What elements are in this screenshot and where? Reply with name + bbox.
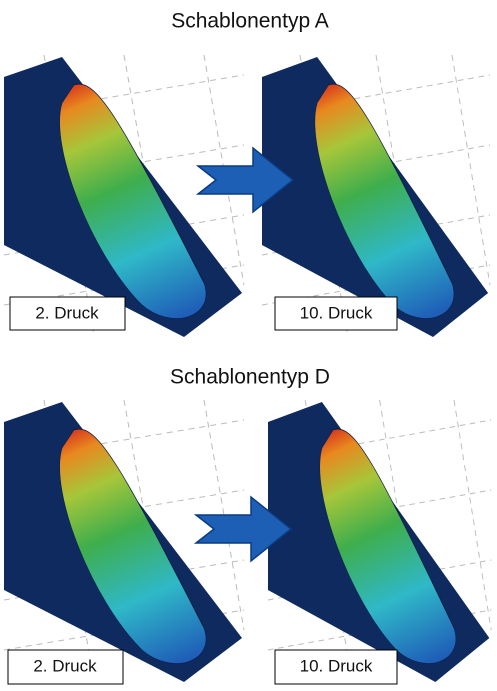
panel-label: 10. Druck — [300, 303, 373, 322]
surface-plot — [4, 55, 244, 337]
panel-label: 2. Druck — [33, 656, 97, 675]
panel-label: 2. Druck — [35, 303, 99, 322]
figure: Schablonentyp A 2. Druck 10. Druck Schab… — [0, 0, 497, 691]
section-title: Schablonentyp D — [170, 366, 330, 389]
section-title: Schablonentyp A — [171, 10, 329, 33]
panel-label: 10. Druck — [300, 656, 373, 675]
surface-plot — [262, 55, 490, 337]
surface-plot — [268, 400, 491, 682]
